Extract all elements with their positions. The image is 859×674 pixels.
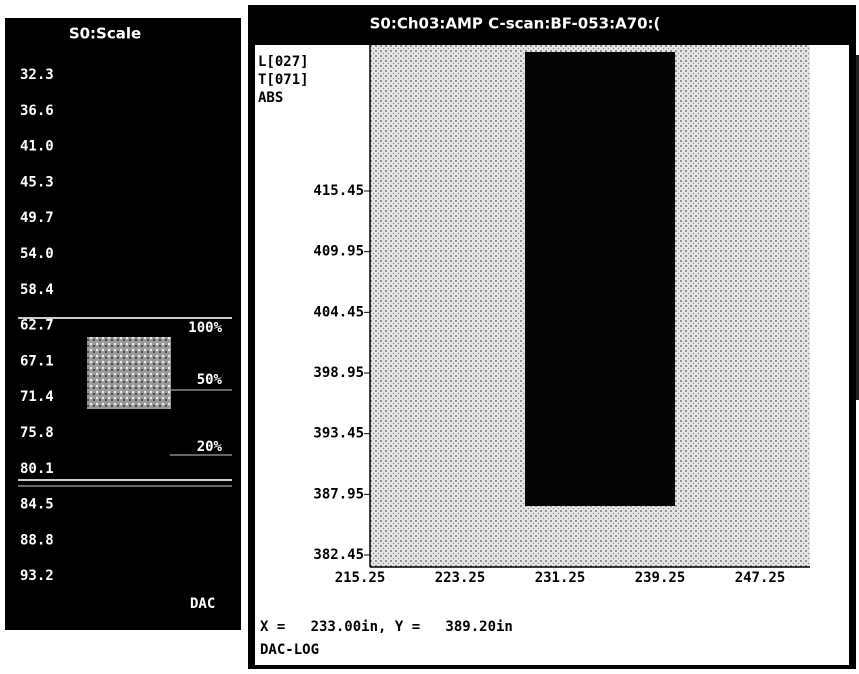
scale-value: 36.6 — [20, 103, 54, 119]
panel-title: S0:Scale — [69, 25, 141, 43]
scan-info: ABS — [258, 90, 283, 106]
scale-value: 58.4 — [20, 282, 54, 298]
cursor-readout: X = 233.00in, Y = 389.20in — [260, 619, 513, 635]
color-swatch — [87, 337, 171, 409]
scale-value: 84.5 — [20, 497, 54, 513]
scale-value: 32.3 — [20, 67, 54, 83]
defect-region — [525, 52, 675, 506]
panel-title: S0:Ch03:AMP C-scan:BF-053:A70:( — [370, 15, 661, 33]
y-tick-label: 393.45 — [313, 426, 364, 442]
scale-value: 45.3 — [20, 174, 54, 190]
x-tick-label: 247.25 — [735, 570, 786, 586]
scale-value: 54.0 — [20, 246, 54, 262]
threshold-label: 20% — [197, 439, 223, 455]
x-tick-label: 231.25 — [535, 570, 586, 586]
scale-value: 62.7 — [20, 318, 54, 334]
x-tick-label: 223.25 — [435, 570, 486, 586]
scan-info: L[027] — [258, 54, 309, 70]
y-tick-label: 415.45 — [313, 183, 364, 199]
scale-value: 41.0 — [20, 139, 54, 155]
scale-footer: DAC — [190, 596, 215, 612]
scale-value: 80.1 — [20, 461, 54, 477]
x-tick-label: 239.25 — [635, 570, 686, 586]
threshold-label: 100% — [188, 320, 222, 336]
threshold-label: 50% — [197, 372, 223, 388]
scale-value: 93.2 — [20, 568, 54, 584]
scale-value: 49.7 — [20, 210, 54, 226]
scale-value: 71.4 — [20, 389, 54, 405]
y-tick-label: 398.95 — [313, 365, 364, 381]
y-tick-label: 382.45 — [313, 547, 364, 563]
y-tick-label: 387.95 — [313, 486, 364, 502]
scale-value: 75.8 — [20, 425, 54, 441]
scale-value: 67.1 — [20, 353, 54, 369]
mode-label: DAC-LOG — [260, 642, 319, 658]
scale-value: 88.8 — [20, 532, 54, 548]
screen: S0:Scale DAC S0:Ch03:AMP C-scan:BF-053:A… — [0, 0, 859, 674]
scan-info: T[071] — [258, 72, 309, 88]
y-tick-label: 404.45 — [313, 304, 364, 320]
y-tick-label: 409.95 — [313, 244, 364, 260]
x-tick-label: 215.25 — [335, 570, 386, 586]
